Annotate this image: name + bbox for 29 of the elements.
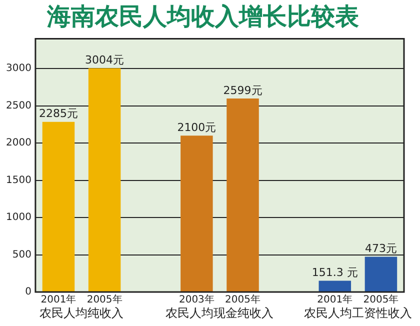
y-tick-label: 1500: [6, 174, 32, 186]
data-label: 3004元: [85, 54, 124, 67]
y-tick-label: 500: [12, 249, 32, 260]
bar: [180, 136, 213, 292]
bar: [88, 68, 121, 292]
y-tick-label: 3000: [6, 63, 32, 74]
bar: [318, 280, 352, 292]
text: 农民人均现金纯收入: [166, 306, 274, 320]
bar: [226, 98, 259, 292]
x-tick-label: 2005年: [225, 294, 260, 306]
data-label: 2599元: [223, 84, 262, 97]
x-tick-label: 2001年: [40, 294, 76, 306]
data-label: 473元: [364, 242, 397, 256]
y-tick-label: 0: [25, 286, 32, 298]
chart-title: 海南农民人均收入增长比较表: [46, 2, 359, 31]
data-label: 151.3 元: [312, 266, 358, 280]
y-tick-label: 2500: [6, 100, 32, 112]
x-tick-label: 2003年: [178, 294, 214, 306]
text: 农民人均工资性收入: [304, 306, 412, 320]
text: 农民人均纯收入: [40, 306, 124, 320]
y-tick-label: 2000: [6, 138, 32, 149]
data-label: 2100元: [177, 120, 216, 134]
data-label: 2285元: [38, 107, 78, 120]
y-tick-label: 1000: [6, 212, 32, 224]
x-tick-label: 2005年: [363, 294, 399, 306]
bar: [364, 256, 398, 292]
bar: [42, 122, 75, 292]
x-tick-label: 2001年: [317, 294, 353, 306]
x-tick-label: 2005年: [86, 294, 122, 306]
